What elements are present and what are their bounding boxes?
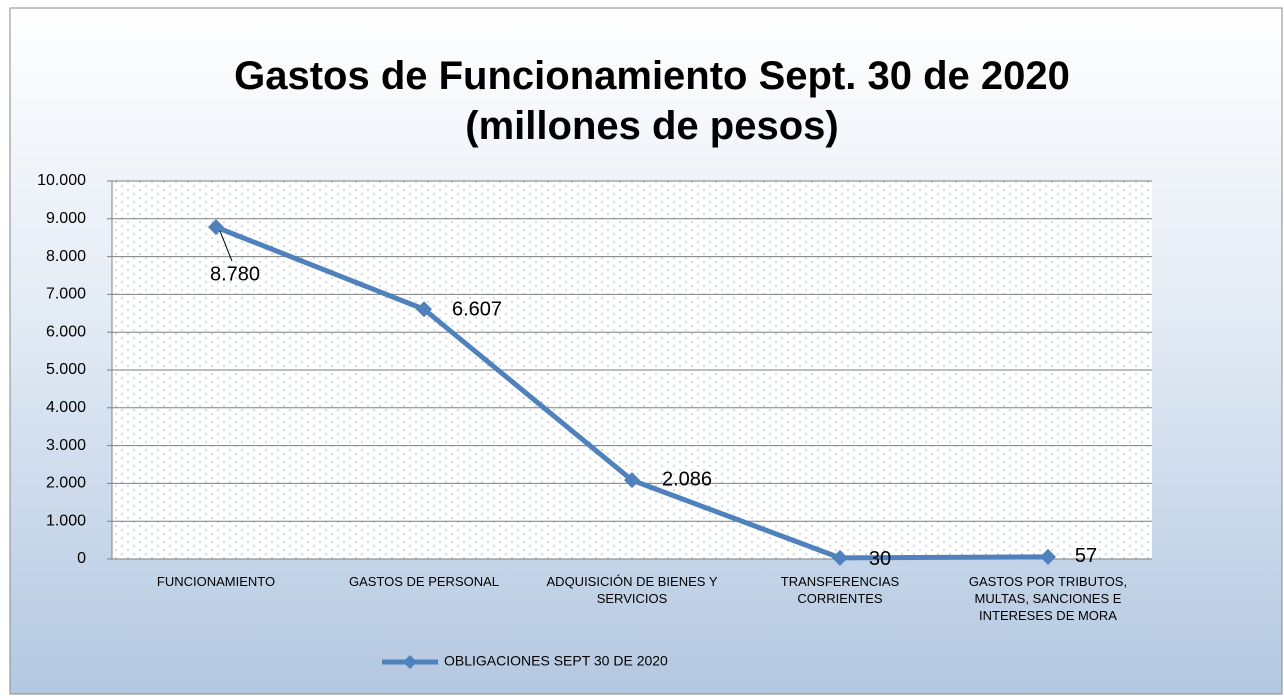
y-tick-label: 10.000	[37, 172, 86, 189]
y-tick-label: 3.000	[46, 437, 86, 454]
data-label: 2.086	[662, 468, 712, 490]
data-point	[1040, 548, 1056, 565]
data-point	[832, 549, 848, 566]
x-tick-label: TRANSFERENCIAS CORRIENTES	[780, 574, 900, 606]
y-tick-label: 4.000	[46, 399, 86, 416]
x-tick-label: FUNCIONAMIENTO	[156, 574, 276, 589]
chart-title: Gastos de Funcionamiento Sept. 30 de 202…	[234, 54, 1070, 148]
y-tick-label: 0	[77, 550, 86, 567]
y-tick-label: 9.000	[46, 210, 86, 227]
y-tick-label: 1.000	[46, 512, 86, 529]
y-tick-label: 2.000	[46, 475, 86, 492]
leader-line	[219, 230, 233, 262]
data-point	[624, 472, 640, 489]
legend-label: OBLIGACIONES SEPT 30 DE 2020	[444, 653, 668, 669]
data-label: 30	[869, 548, 891, 570]
x-tick-label: GASTOS POR TRIBUTOS, MULTAS, SANCIONES E…	[968, 574, 1128, 623]
legend-marker	[403, 655, 417, 669]
y-tick-label: 7.000	[46, 286, 86, 303]
data-label: 57	[1075, 545, 1097, 567]
data-label: 6.607	[452, 299, 502, 321]
y-tick-label: 8.000	[46, 248, 86, 265]
x-tick-label: ADQUISICIÓN DE BIENES Y SERVICIOS	[546, 574, 718, 606]
data-label: 8.780	[210, 263, 260, 285]
y-tick-label: 5.000	[46, 361, 86, 378]
x-tick-label: GASTOS DE PERSONAL	[348, 574, 500, 589]
y-tick-label: 6.000	[46, 323, 86, 340]
data-point	[416, 301, 432, 318]
